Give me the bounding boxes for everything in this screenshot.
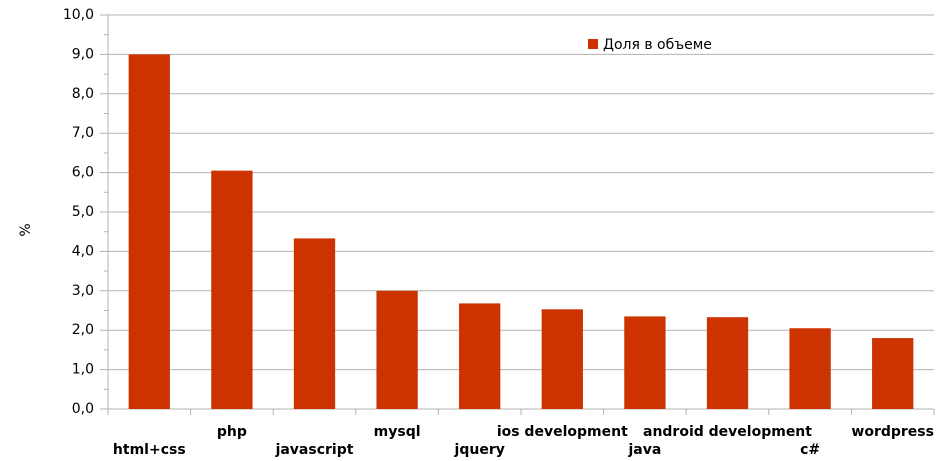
y-tick-label: 7,0 [72,125,94,141]
y-axis-label: % [18,223,34,236]
bar [128,54,170,410]
bar [541,309,583,409]
bar [872,338,914,409]
y-tick-label: 1,0 [72,362,94,378]
x-tick-label: java [627,442,661,458]
bar [376,290,418,409]
x-tick-label: jquery [454,442,505,458]
x-tick-label: mysql [374,424,421,440]
legend-swatch [588,39,598,49]
bar [789,328,831,409]
y-tick-label: 6,0 [72,165,94,181]
y-tick-label: 5,0 [72,204,94,220]
y-tick-label: 3,0 [72,283,94,299]
legend-label: Доля в объеме [603,37,712,53]
x-tick-label: wordpress [851,424,934,440]
x-tick-label: android development [643,424,812,440]
bar [459,303,501,409]
x-tick-label: c# [800,442,820,458]
y-tick-label: 8,0 [72,86,94,102]
bar [293,238,336,409]
bar [211,170,253,409]
y-tick-label: 0,0 [72,401,94,417]
y-tick-label: 9,0 [72,46,94,62]
bar [624,316,666,409]
bar [706,317,749,409]
y-tick-label: 10,0 [63,7,94,23]
x-tick-label: javascript [275,442,354,458]
x-tick-label: html+css [113,442,186,458]
x-tick-label: php [217,424,247,440]
y-tick-label: 4,0 [72,243,94,259]
x-tick-label: ios development [497,424,628,440]
y-tick-label: 2,0 [72,322,94,338]
